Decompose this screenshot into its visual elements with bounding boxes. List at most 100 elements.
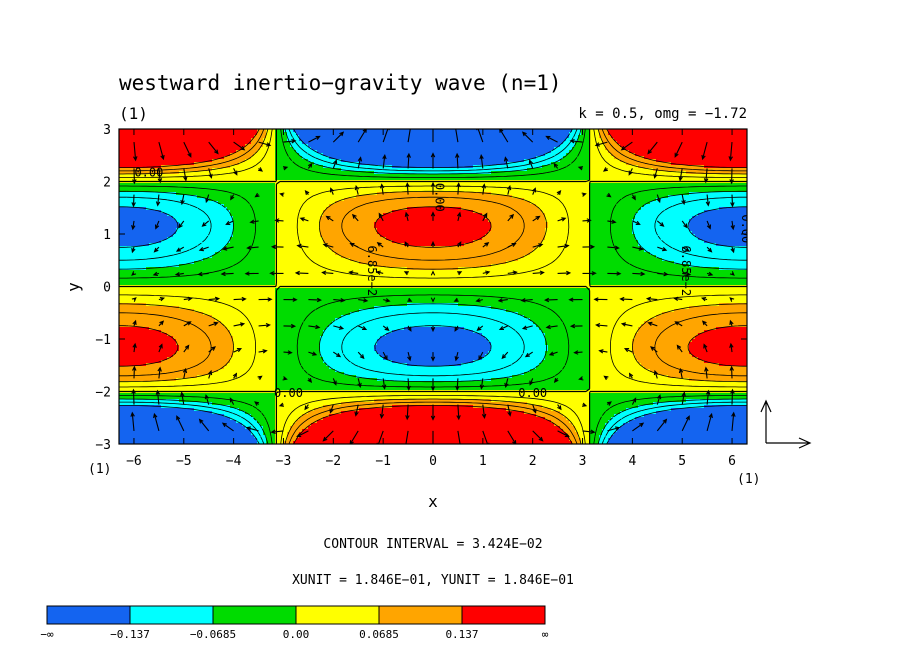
field-cell: [482, 135, 485, 138]
field-cell: [197, 159, 200, 162]
field-cell: [713, 141, 716, 144]
field-cell: [371, 138, 374, 141]
field-cell: [536, 132, 539, 135]
field-cell: [701, 132, 704, 135]
field-cell: [353, 138, 356, 141]
field-cell: [212, 135, 215, 138]
field-cell: [413, 132, 416, 135]
field-cell: [464, 132, 467, 135]
field-cell: [140, 144, 143, 147]
field-cell: [536, 150, 539, 153]
field-cell: [539, 141, 542, 144]
field-cell: [392, 147, 395, 150]
field-cell: [284, 156, 287, 159]
field-cell: [194, 153, 197, 156]
field-cell: [662, 153, 665, 156]
field-cell: [611, 141, 614, 144]
field-cell: [206, 135, 209, 138]
field-cell: [692, 144, 695, 147]
field-cell: [452, 156, 455, 159]
field-cell: [233, 138, 236, 141]
field-cell: [179, 159, 182, 162]
field-cell: [434, 144, 437, 147]
field-cell: [674, 141, 677, 144]
field-cell: [641, 150, 644, 153]
field-cell: [353, 132, 356, 135]
field-cell: [293, 153, 296, 156]
field-cell: [599, 147, 602, 150]
field-cell: [491, 141, 494, 144]
field-cell: [455, 144, 458, 147]
field-cell: [542, 132, 545, 135]
field-cell: [491, 150, 494, 153]
field-cell: [131, 153, 134, 156]
field-cell: [725, 153, 728, 156]
field-cell: [638, 141, 641, 144]
field-cell: [389, 141, 392, 144]
field-cell: [173, 144, 176, 147]
field-cell: [662, 147, 665, 150]
field-cell: [623, 135, 626, 138]
field-cell: [149, 135, 152, 138]
field-cell: [710, 138, 713, 141]
field-cell: [323, 150, 326, 153]
field-cell: [224, 147, 227, 150]
field-cell: [218, 159, 221, 162]
field-cell: [368, 147, 371, 150]
field-cell: [158, 138, 161, 141]
field-cell: [350, 150, 353, 153]
field-cell: [497, 144, 500, 147]
field-cell: [305, 141, 308, 144]
field-cell: [728, 144, 731, 147]
field-cell: [566, 147, 569, 150]
field-cell: [269, 156, 272, 159]
field-cell: [482, 144, 485, 147]
field-cell: [131, 150, 134, 153]
field-cell: [557, 147, 560, 150]
field-cell: [359, 147, 362, 150]
field-cell: [224, 141, 227, 144]
field-cell: [695, 138, 698, 141]
field-cell: [419, 138, 422, 141]
field-cell: [533, 135, 536, 138]
field-cell: [416, 150, 419, 153]
field-cell: [716, 153, 719, 156]
field-cell: [530, 144, 533, 147]
field-cell: [476, 144, 479, 147]
field-cell: [518, 135, 521, 138]
field-cell: [632, 147, 635, 150]
field-cell: [539, 144, 542, 147]
field-cell: [143, 141, 146, 144]
field-cell: [719, 135, 722, 138]
field-cell: [425, 138, 428, 141]
field-cell: [350, 135, 353, 138]
field-cell: [734, 150, 737, 153]
field-cell: [650, 138, 653, 141]
field-cell: [182, 147, 185, 150]
field-cell: [179, 138, 182, 141]
field-cell: [140, 141, 143, 144]
field-cell: [323, 147, 326, 150]
field-cell: [299, 159, 302, 162]
field-cell: [698, 135, 701, 138]
field-cell: [461, 156, 464, 159]
field-cell: [446, 144, 449, 147]
field-cell: [320, 135, 323, 138]
field-cell: [512, 153, 515, 156]
field-cell: [710, 150, 713, 153]
field-cell: [650, 153, 653, 156]
field-cell: [194, 159, 197, 162]
field-cell: [425, 150, 428, 153]
field-cell: [593, 150, 596, 153]
field-cell: [527, 147, 530, 150]
field-cell: [362, 147, 365, 150]
field-cell: [200, 147, 203, 150]
field-cell: [344, 135, 347, 138]
field-cell: [173, 156, 176, 159]
field-cell: [473, 144, 476, 147]
field-cell: [677, 141, 680, 144]
field-cell: [320, 138, 323, 141]
field-cell: [251, 159, 254, 162]
field-cell: [197, 153, 200, 156]
field-cell: [680, 138, 683, 141]
